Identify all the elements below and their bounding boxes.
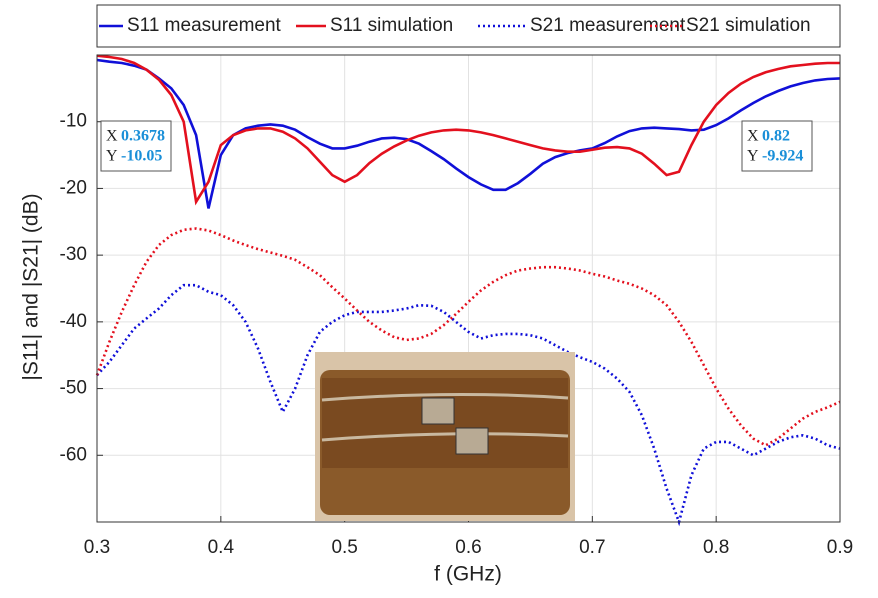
data-tip-key: X — [747, 128, 759, 145]
data-tip-value: -10.05 — [121, 148, 162, 165]
x-tick-label: 0.8 — [703, 537, 729, 558]
photo-sensor — [421, 397, 455, 425]
data-tip-key: Y — [747, 148, 759, 165]
x-tick-label: 0.3 — [84, 537, 110, 558]
x-tick-label: 0.5 — [331, 537, 357, 558]
y-tick-label: -30 — [60, 244, 87, 265]
data-tip-key: X — [106, 128, 118, 145]
series-line — [96, 58, 841, 209]
photo-sensor — [455, 427, 489, 455]
y-tick-label: -50 — [60, 378, 87, 399]
x-tick-label: 0.6 — [455, 537, 481, 558]
y-tick-label: -40 — [60, 311, 87, 332]
axes-box — [96, 54, 841, 523]
inset-photo — [315, 352, 575, 521]
data-tip-box — [100, 120, 172, 172]
y-tick-label: -10 — [60, 111, 87, 132]
legend-label: S21 measurement — [530, 15, 686, 36]
x-axis-label: f (GHz) — [434, 563, 502, 586]
legend-label: S11 measurement — [127, 15, 282, 36]
y-tick-label: -60 — [60, 444, 87, 465]
data-tip-key: Y — [106, 148, 118, 165]
data-tip: X 0.82Y -9.924 — [741, 120, 813, 172]
data-tip-value: 0.3678 — [121, 128, 165, 145]
x-tick-label: 0.9 — [827, 537, 853, 558]
legend-label: S21 simulation — [686, 15, 811, 36]
series-line — [96, 283, 841, 527]
x-tick-label: 0.4 — [208, 537, 235, 558]
data-tip-value: 0.82 — [762, 128, 790, 145]
data-tip-box — [741, 120, 813, 172]
data-tip-value: -9.924 — [762, 148, 803, 165]
legend-label: S11 simulation — [330, 15, 453, 36]
y-axis-label: |S11| and |S21| (dB) — [20, 193, 43, 380]
legend-box — [96, 4, 841, 48]
photo-tubes — [321, 392, 569, 442]
y-tick-label: -20 — [60, 177, 87, 198]
x-tick-label: 0.7 — [579, 537, 605, 558]
series-line — [96, 54, 840, 206]
